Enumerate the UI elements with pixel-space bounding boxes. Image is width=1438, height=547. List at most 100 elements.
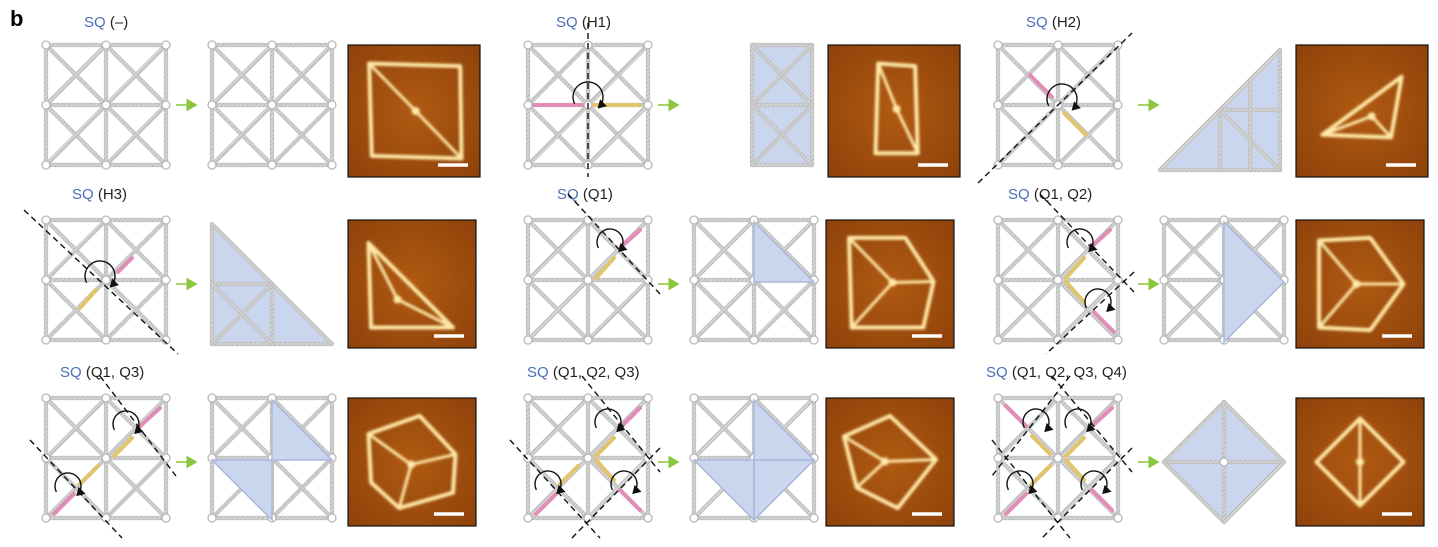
fold-line [1041, 447, 1133, 539]
frame-edge-hatch [996, 103, 1060, 167]
afm-strand [855, 460, 886, 489]
result-sq-q1 [689, 215, 819, 345]
yellow-strand [1030, 434, 1052, 456]
frame-edge-hatch [996, 396, 1060, 460]
frame-edge-hatch [104, 103, 168, 167]
frame-edge-hatch [210, 103, 274, 167]
label-sq-h3: SQ (H3) [72, 186, 127, 203]
afm-node [892, 105, 901, 114]
afm-strand [414, 109, 463, 160]
afm-strand [892, 279, 934, 284]
frame-node [41, 335, 51, 345]
result-sq-q1q3 [207, 393, 337, 523]
folded-region [271, 398, 334, 461]
label-sq-none: SQ (–) [84, 14, 128, 31]
frame-node [1113, 160, 1123, 170]
frame-edge-hatch [752, 278, 816, 342]
afm-structure [1317, 235, 1406, 333]
afm-sq-none [347, 44, 481, 178]
label-suffix: (–) [105, 14, 129, 31]
frame-node [101, 100, 111, 110]
frame-node [41, 393, 51, 403]
frame-node [643, 215, 653, 225]
afm-node [393, 295, 402, 304]
frame-node [101, 215, 111, 225]
frame-node [993, 393, 1003, 403]
afm-sq-h3 [347, 219, 477, 349]
afm-outline [1317, 235, 1406, 333]
yellow-strand [78, 464, 100, 486]
frame-node [41, 100, 51, 110]
pink-strand [52, 492, 76, 516]
rotate-arrow-icon [1084, 288, 1116, 313]
afm-node [888, 278, 897, 287]
frame-node [643, 335, 653, 345]
afm-strand [876, 62, 899, 110]
frame-edge-hatch [586, 456, 650, 520]
frame-node [993, 513, 1003, 523]
frame-node [41, 513, 51, 523]
frame-sq-q1q2q3 [509, 375, 661, 539]
frame-edge-hatch [750, 43, 814, 107]
yellow-strand [1064, 256, 1086, 280]
afm-strand [1317, 283, 1358, 329]
result-sq-none [207, 40, 337, 170]
frame-node [993, 275, 1003, 285]
label-sq-q1q2q3q4: SQ (Q1, Q2, Q3, Q4) [986, 364, 1127, 381]
afm-outline [366, 413, 458, 511]
frame-node [643, 393, 653, 403]
frame-node [161, 335, 171, 345]
rotate-arrow-icon [1022, 408, 1054, 433]
frame-node [1113, 335, 1123, 345]
frame-node [523, 215, 533, 225]
afm-node [411, 107, 420, 115]
label-suffix: (H3) [93, 186, 128, 203]
frame-edge-hatch [1056, 278, 1120, 342]
panel-letter: b [10, 6, 24, 31]
afm-strand [850, 281, 894, 329]
frame-sq-h3 [23, 209, 179, 355]
frame-edge-hatch [1222, 460, 1286, 524]
label-prefix: SQ [84, 14, 106, 31]
frame-edge-hatch [996, 218, 1060, 282]
afm-strand [396, 298, 454, 329]
frame-node [161, 160, 171, 170]
pink-strand [136, 406, 162, 430]
label-suffix: (Q1, Q2) [1029, 186, 1093, 203]
afm-sq-q1q2 [1295, 219, 1425, 349]
frame-edge-hatch [44, 218, 108, 282]
pink-strand [1090, 488, 1114, 512]
rotate-arrow-icon [596, 228, 628, 253]
frame-node [207, 513, 217, 523]
frame-node [1113, 513, 1123, 523]
folded-region [210, 459, 273, 522]
afm-sq-h2 [1295, 44, 1429, 178]
label-suffix: (Q1, Q2, Q3, Q4) [1007, 364, 1127, 381]
frame-edge-hatch [692, 278, 756, 342]
frame-node [643, 160, 653, 170]
afm-outline [1320, 74, 1404, 140]
pink-strand [116, 256, 134, 274]
yellow-strand [1064, 280, 1086, 304]
frame-sq-none [41, 40, 171, 170]
afm-node [1367, 112, 1376, 121]
frame-node [689, 275, 699, 285]
afm-strand [895, 108, 920, 154]
label-sq-q1q2: SQ (Q1, Q2) [1008, 186, 1092, 203]
frame-node [1113, 40, 1123, 50]
frame-node [161, 40, 171, 50]
pink-strand [618, 406, 642, 430]
afm-structure [1320, 74, 1404, 140]
frame-node [1053, 453, 1063, 463]
afm-image [1295, 44, 1429, 178]
afm-strand [368, 62, 417, 113]
frame-edge-hatch [44, 43, 108, 107]
result-sq-q1q2 [1159, 215, 1289, 345]
afm-strand [1317, 239, 1358, 285]
label-prefix: SQ [1008, 186, 1030, 203]
frame-node [643, 513, 653, 523]
afm-sq-h1 [827, 44, 961, 178]
folded-region [1223, 220, 1286, 344]
frame-node [101, 160, 111, 170]
result-sq-q1q2q3 [689, 393, 819, 523]
